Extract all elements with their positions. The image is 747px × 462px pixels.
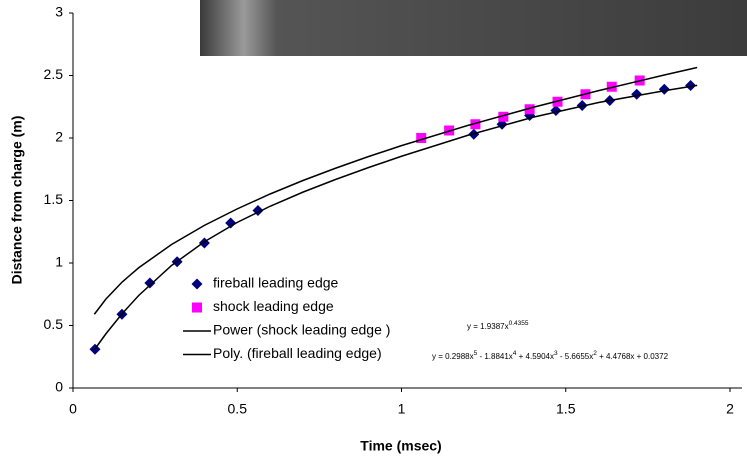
y-tick-label: 2: [55, 129, 63, 145]
data-point: [498, 111, 509, 122]
equation-text: - 5.6655x: [558, 352, 594, 361]
data-point: [416, 133, 427, 143]
y-axis-title: Distance from charge (m): [9, 116, 25, 285]
legend-label: fireball leading edge: [213, 275, 339, 291]
y-tick-label: 1.5: [44, 191, 64, 207]
equation-exponent: 3: [554, 350, 558, 357]
legend-marker: [191, 278, 203, 290]
legend-label: Poly. (fireball leading edge): [213, 345, 382, 361]
data-point: [144, 277, 156, 289]
data-point: [524, 104, 535, 115]
equation-text: y = 0.2988x: [432, 352, 474, 361]
x-tick-label: 1.5: [556, 401, 576, 417]
x-tick-label: 2: [726, 401, 734, 417]
data-point: [631, 88, 643, 100]
equation-text: - 1.8841x: [477, 352, 513, 361]
data-point: [470, 119, 481, 130]
trendline: [93, 84, 698, 351]
y-tick-label: 0: [55, 379, 63, 395]
equation-text: + 4.4768x + 0.0372: [597, 352, 669, 361]
y-tick-label: 1: [55, 254, 63, 270]
equation-exponent: 4: [513, 350, 517, 357]
trendline-equation: y = 1.9387x0.4355: [467, 320, 529, 331]
trendline-equation: y = 0.2988x5 - 1.8841x4 + 4.5904x3 - 5.6…: [432, 350, 669, 361]
equation-text: + 4.5904x: [516, 352, 554, 361]
trendline: [93, 66, 698, 315]
y-tick-label: 3: [55, 4, 63, 20]
photo-strip: [200, 0, 747, 56]
equation-exponent: 0.4355: [509, 320, 529, 327]
data-point: [225, 217, 237, 229]
y-tick-label: 0.5: [44, 316, 64, 332]
legend-marker: [192, 302, 202, 313]
x-axis-title: Time (msec): [360, 438, 441, 454]
x-tick-label: 1: [398, 401, 406, 417]
equation-exponent: 2: [593, 350, 597, 357]
data-point: [685, 80, 697, 91]
legend-label: Power (shock leading edge ): [213, 322, 390, 338]
legend-label: shock leading edge: [213, 298, 334, 314]
equation-exponent: 5: [474, 350, 478, 357]
x-tick-label: 0: [69, 401, 77, 417]
equation-text: y = 1.9387x: [467, 322, 509, 331]
y-tick-label: 2.5: [44, 66, 64, 82]
data-point: [658, 83, 670, 95]
x-tick-label: 0.5: [228, 401, 248, 417]
